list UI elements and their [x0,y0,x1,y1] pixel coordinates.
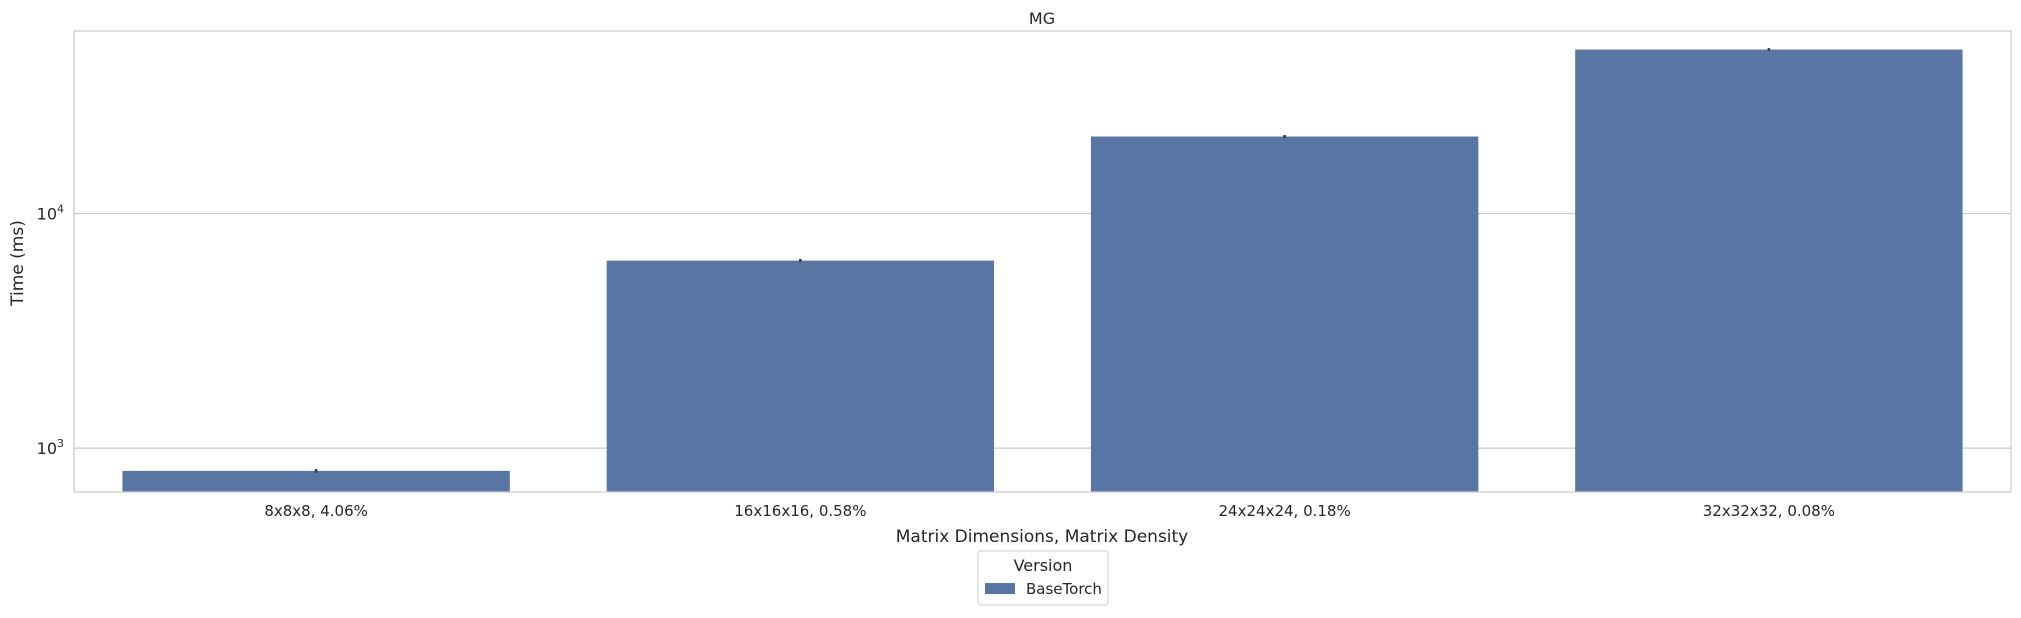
bars [122,49,1963,493]
bar [1090,136,1479,493]
legend-entry-label: BaseTorch [1026,580,1102,598]
bar [1575,49,1963,492]
bar [122,470,510,492]
x-axis-label: Matrix Dimensions, Matrix Density [896,527,1189,547]
legend: Version BaseTorch [977,550,1109,606]
x-tick-label: 16x16x16, 0.58% [734,502,866,520]
plot-frame [73,30,2012,493]
x-tick-labels: 8x8x8, 4.06% 16x16x16, 0.58% 24x24x24, 0.1… [264,502,1835,520]
x-tick-label: 24x24x24, 0.18% [1219,502,1351,520]
chart-title: MG [1029,9,1055,28]
y-tick-label: 104 [37,203,64,224]
legend-title: Version [1014,556,1073,575]
bar [606,260,995,492]
y-axis-label: Time (ms) [8,220,28,307]
x-tick-label: 32x32x32, 0.08% [1703,502,1835,520]
legend-swatch [985,583,1015,594]
error-bars [314,48,1771,473]
y-tick-label: 103 [37,437,64,458]
y-tick-labels: 103 104 [37,203,64,459]
x-tick-label: 8x8x8, 4.06% [264,502,368,520]
